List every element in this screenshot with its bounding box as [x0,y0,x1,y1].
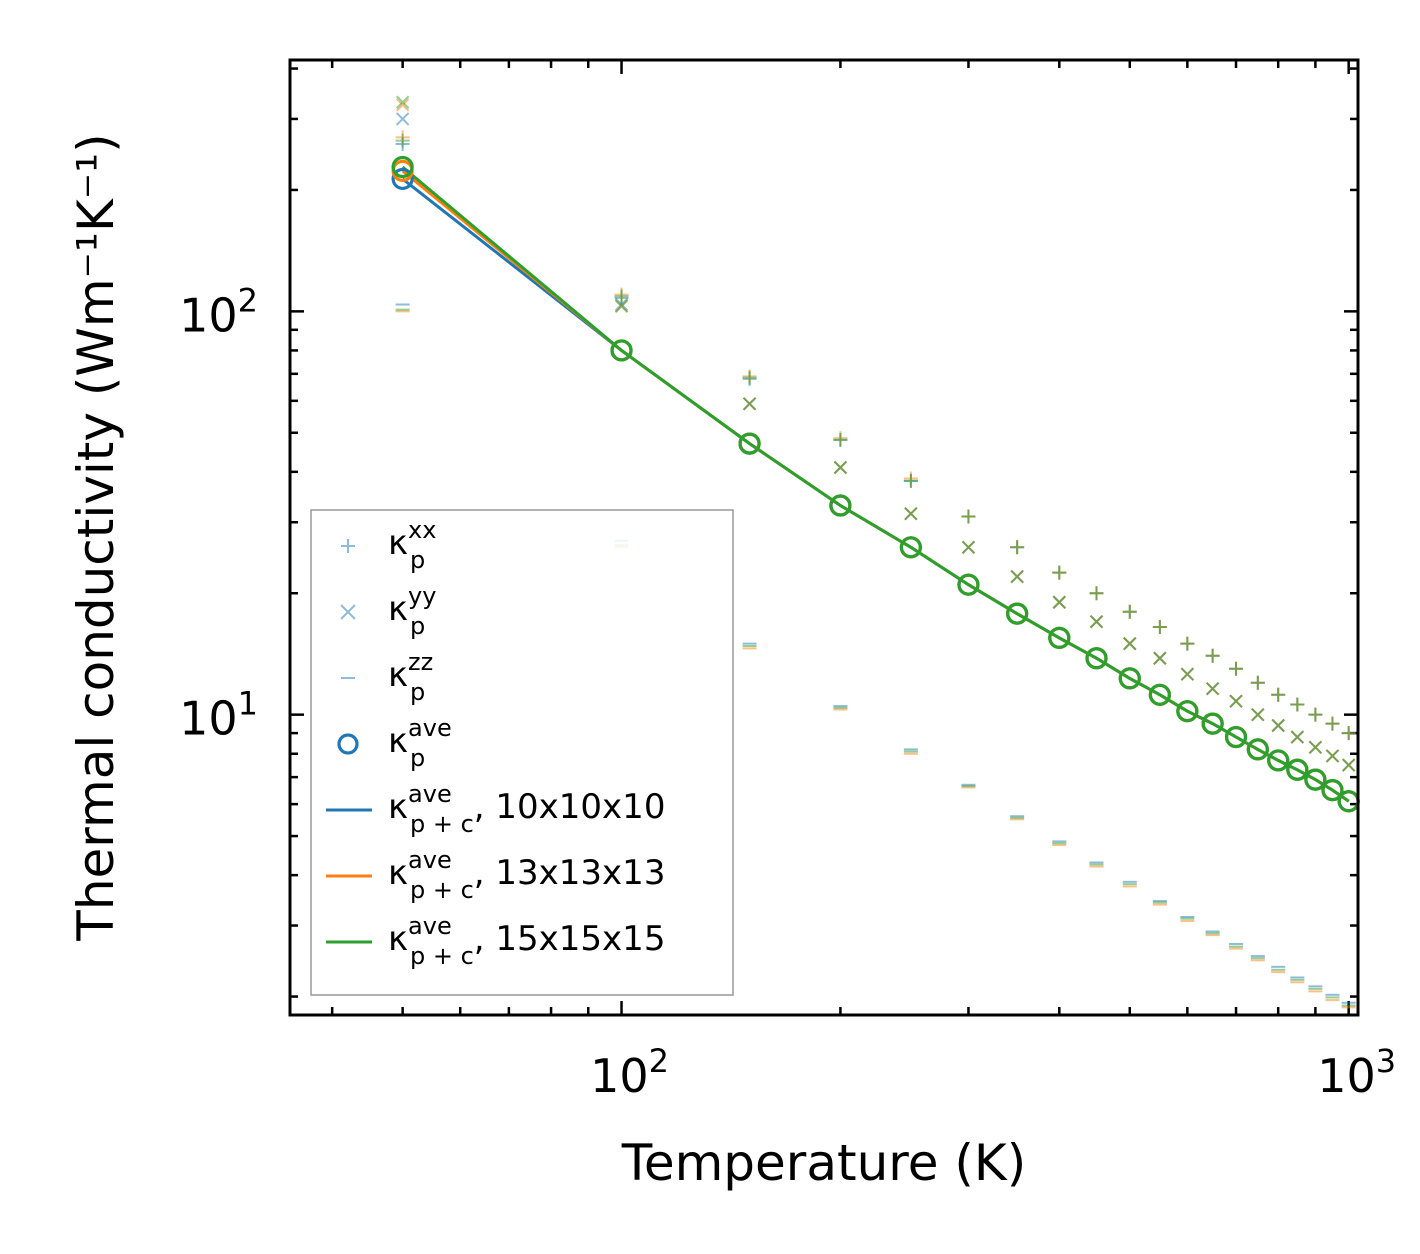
kxx-point [1308,707,1323,722]
kpc-line-15x15x15 [401,165,1350,803]
kxx-point [1089,586,1104,601]
kyy-point [742,397,757,411]
legend-label: κxx p [388,516,436,574]
kxx-point [614,289,629,304]
kxx-point [1122,604,1137,619]
y-axis-title: Thermal conductivity (Wm⁻¹K⁻¹) [67,133,125,941]
kxx-point [1152,619,1167,634]
legend-label: κzz p [388,648,433,706]
kave-point [1304,768,1327,791]
kave-point [829,494,852,517]
kyy-point [904,506,918,521]
kyy-point [614,297,629,312]
kxx-point [1229,661,1244,676]
kave-point [391,167,414,191]
kxx-point [1250,675,1265,690]
tick-labels: 102 103 101 102 [179,281,1396,1103]
kxx-point [395,133,410,148]
x-tick-label: 102 [590,1042,669,1103]
legend-label: κave p [388,714,452,772]
legend: κxx p κyy p κzz p κave p κave p + c, 10x10x10 κave… [310,509,734,996]
kxx-point [742,370,757,385]
legend-marker-x [340,604,356,620]
kave-point [1006,602,1029,625]
major-ticks [290,60,1358,1015]
legend-label: κyy p [388,582,436,640]
x-axis-title: Temperature (K) [621,1134,1026,1192]
kyy-point [1180,667,1195,681]
kxx-point [1325,716,1340,731]
kyy-point [1052,595,1067,609]
kyy-point [1205,681,1220,696]
kxx-point [1010,540,1025,555]
legend-label: κave p + c, 10x10x10 [388,780,665,838]
kyy-point [395,95,410,109]
y-tick-label: 102 [179,281,258,342]
kxx-point [1052,565,1067,580]
kyy-point [1308,740,1323,754]
series-lines [401,165,1350,803]
kxx-point [1290,697,1305,712]
kave-point [610,339,633,362]
kave-point [899,536,922,559]
kyy-point [1089,615,1104,629]
legend-marker-circle [337,733,359,755]
kyy-point [1123,636,1137,651]
kave-point [1048,626,1071,649]
kxx-point [903,473,918,488]
kyy-point [1290,730,1305,744]
kave-point [1246,738,1269,761]
legend-marker-plus [341,539,355,553]
plot-frame [288,58,1360,1017]
kave-point [1321,779,1344,802]
kave-point [1201,712,1224,735]
kyy-point [1153,651,1167,665]
kyy-point [395,98,410,112]
x-tick-label: 103 [1317,1042,1396,1103]
kxx-point [961,509,976,524]
kave-point [1085,647,1108,670]
legend-label: κave p + c, 15x15x15 [388,912,665,970]
y-tick-label: 101 [179,685,258,746]
kyy-point [1341,758,1356,772]
data-points [395,95,1356,1009]
kave-point [1148,683,1171,706]
kxx-point [1205,648,1220,663]
kyy-point [614,299,629,313]
kxx-point [1180,636,1195,651]
kave-point [1176,700,1199,723]
kave-point [957,573,980,596]
kyy-point [1271,718,1285,733]
kave-point [391,155,414,179]
kyy-point [395,112,410,126]
kxx-point [1341,726,1356,741]
kxx-point [1271,687,1286,702]
kave-point [1224,725,1248,749]
kxx-point [833,432,848,447]
legend-frame [310,509,734,996]
average-markers [391,155,1360,813]
kave-point [1118,667,1141,690]
kave-point [1286,758,1309,781]
kyy-point [961,540,976,555]
kyy-point [833,460,848,475]
kyy-point [1251,707,1265,722]
legend-label: κave p + c, 13x13x13 [388,846,665,904]
kyy-point [1325,749,1340,763]
kyy-point [1229,694,1243,708]
kave-point [738,432,761,455]
kave-point [1267,749,1290,772]
kyy-point [1010,569,1024,584]
